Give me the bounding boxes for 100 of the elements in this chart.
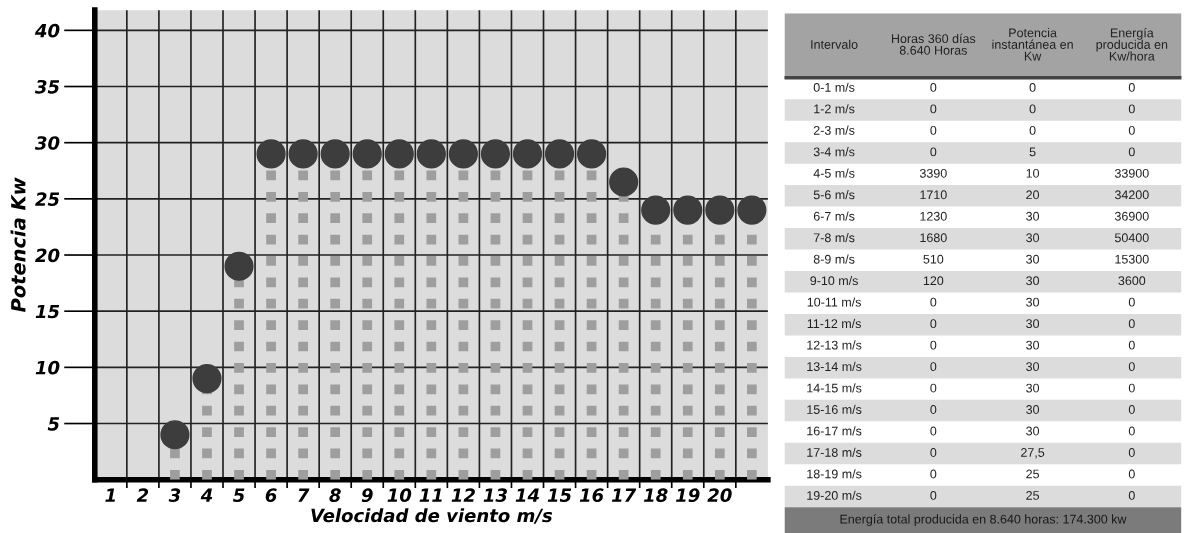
point xyxy=(544,139,575,169)
text: 1680 xyxy=(920,233,947,243)
text: 5-6 m/s xyxy=(813,190,855,200)
text: 3600 xyxy=(1118,276,1146,286)
point xyxy=(577,139,607,169)
text: 11-12 m/s xyxy=(807,318,861,329)
text: 1230 xyxy=(920,211,947,221)
x-tick-label: 7 xyxy=(298,488,310,502)
point xyxy=(256,139,286,169)
text: Energía total producida en 8.640 horas: 174.300 kw xyxy=(840,514,1127,527)
text: 0 xyxy=(1128,448,1135,457)
text: 30 xyxy=(1026,405,1040,414)
text: 13-14 m/s xyxy=(807,361,862,371)
category-label: Potencia instantánea en Kw xyxy=(992,28,1073,61)
point xyxy=(416,139,446,169)
text: 0 xyxy=(1029,125,1036,135)
text: 0 xyxy=(930,297,937,307)
text: 510 xyxy=(923,254,944,264)
text: 0 xyxy=(1128,362,1135,371)
text: 5 xyxy=(1029,147,1036,157)
text: 1-2 m/s xyxy=(814,104,855,114)
y-tick-label: 15 xyxy=(35,304,60,319)
text: 0 xyxy=(930,125,937,135)
point xyxy=(609,167,639,197)
point xyxy=(288,139,318,169)
point xyxy=(673,195,703,225)
y-tick-label: 35 xyxy=(34,79,60,94)
text: 25 xyxy=(1026,469,1040,479)
x-tick-label: 20 xyxy=(707,488,732,503)
text: 30 xyxy=(1026,362,1040,371)
text: 0 xyxy=(1128,426,1135,436)
text: 0 xyxy=(1128,125,1135,135)
point xyxy=(737,195,767,225)
text: 0 xyxy=(930,426,937,436)
x-tick-label: 13 xyxy=(483,488,507,503)
text: 0 xyxy=(1029,104,1036,114)
text: 30 xyxy=(1026,211,1040,221)
text: 17-18 m/s xyxy=(807,447,862,457)
text: 120 xyxy=(923,276,944,286)
x-tick-label: 2 xyxy=(136,488,149,502)
y-tick-label: 30 xyxy=(34,136,60,150)
text: 33900 xyxy=(1114,168,1149,178)
text: 30 xyxy=(1026,340,1040,350)
text: 19-20 m/s xyxy=(807,490,862,500)
x-tick-label: 9 xyxy=(361,488,373,503)
x-tick-label: 3 xyxy=(168,488,181,503)
y-tick-label: 40 xyxy=(34,23,60,38)
text: 0 xyxy=(1128,491,1135,500)
y-tick-label: 20 xyxy=(35,248,60,263)
text: 0-1 m/s xyxy=(813,82,855,92)
text: 34200 xyxy=(1114,190,1149,200)
x-tick-label: 17 xyxy=(611,488,637,502)
text: 0 xyxy=(1128,319,1135,329)
text: 0 xyxy=(930,319,937,329)
text: 1710 xyxy=(920,190,947,200)
text: 30 xyxy=(1026,319,1040,329)
point xyxy=(480,139,511,169)
y-axis-title: Potencia Kw xyxy=(10,177,26,313)
x-tick-label: 18 xyxy=(643,488,668,503)
point xyxy=(160,420,190,450)
text: 0 xyxy=(1128,297,1135,307)
text: 15300 xyxy=(1115,254,1149,264)
category-label: Intervalo xyxy=(811,39,858,49)
point xyxy=(320,139,350,169)
text: 12-13 m/s xyxy=(807,340,862,350)
text: 14-15 m/s xyxy=(807,383,862,393)
text: 0 xyxy=(930,147,937,157)
category-label: Energía producida en Kw/hora xyxy=(1096,27,1168,61)
text: 0 xyxy=(1128,104,1135,114)
text: 30 xyxy=(1026,426,1040,436)
x-tick-label: 6 xyxy=(265,488,277,503)
point xyxy=(512,139,543,169)
text: 0 xyxy=(930,104,937,114)
text: 10-11 m/s xyxy=(807,297,861,307)
text: 16-17 m/s xyxy=(807,426,862,436)
point xyxy=(448,139,478,169)
text: 0 xyxy=(930,405,937,414)
category-label: Horas 360 días 8.640 Horas xyxy=(891,33,976,55)
point xyxy=(705,195,735,225)
point xyxy=(192,364,222,394)
text: 50400 xyxy=(1114,233,1149,243)
y-tick-label: 25 xyxy=(35,192,60,206)
text: 2-3 m/s xyxy=(813,125,855,135)
point xyxy=(384,139,414,169)
y-tick-label: 5 xyxy=(47,417,60,431)
text: 0 xyxy=(930,383,937,393)
text: 30 xyxy=(1026,254,1040,264)
text: 30 xyxy=(1026,276,1040,286)
x-tick-label: 14 xyxy=(515,488,539,502)
text: 10 xyxy=(1026,168,1040,178)
text: 18-19 m/s xyxy=(807,469,862,479)
text: 6-7 m/s xyxy=(813,211,855,221)
text: 0 xyxy=(930,491,937,500)
text: 30 xyxy=(1026,233,1040,243)
text: 15-16 m/s xyxy=(807,404,862,414)
text: 8-9 m/s xyxy=(813,254,855,264)
x-tick-label: 8 xyxy=(329,488,341,503)
text: 0 xyxy=(1128,147,1135,157)
text: 4-5 m/s xyxy=(813,168,855,178)
text: 0 xyxy=(930,82,937,92)
